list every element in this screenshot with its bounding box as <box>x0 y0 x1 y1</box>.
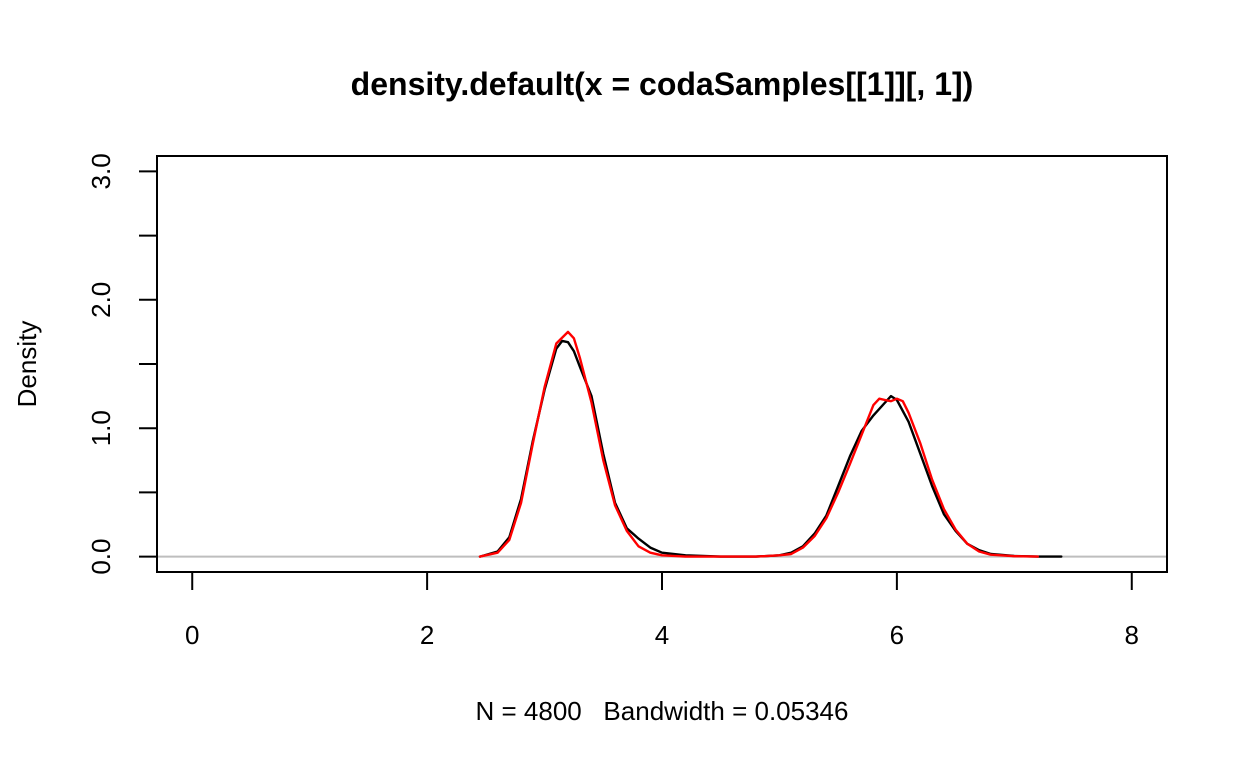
x-axis-label: N = 4800 Bandwidth = 0.05346 <box>476 696 849 726</box>
x-tick-label: 2 <box>420 620 434 650</box>
x-axis: 0 2 4 6 8 <box>185 571 1139 650</box>
series-layer <box>478 330 1063 558</box>
chart-title: density.default(x = codaSamples[[1]][, 1… <box>351 66 974 102</box>
x-tick-label: 8 <box>1125 620 1139 650</box>
y-tick-label: 0.0 <box>86 539 116 575</box>
density-line-1 <box>478 339 1063 558</box>
density-line-2 <box>478 330 1039 558</box>
x-tick-label: 4 <box>655 620 669 650</box>
x-tick-label: 6 <box>890 620 904 650</box>
x-tick-label: 0 <box>185 620 199 650</box>
y-axis: 0.0 1.0 2.0 3.0 <box>86 153 158 575</box>
y-tick-label: 3.0 <box>86 153 116 189</box>
y-tick-label: 2.0 <box>86 282 116 318</box>
y-axis-label: Density <box>12 321 42 408</box>
y-tick-label: 1.0 <box>86 410 116 446</box>
plot-box <box>156 155 1168 573</box>
